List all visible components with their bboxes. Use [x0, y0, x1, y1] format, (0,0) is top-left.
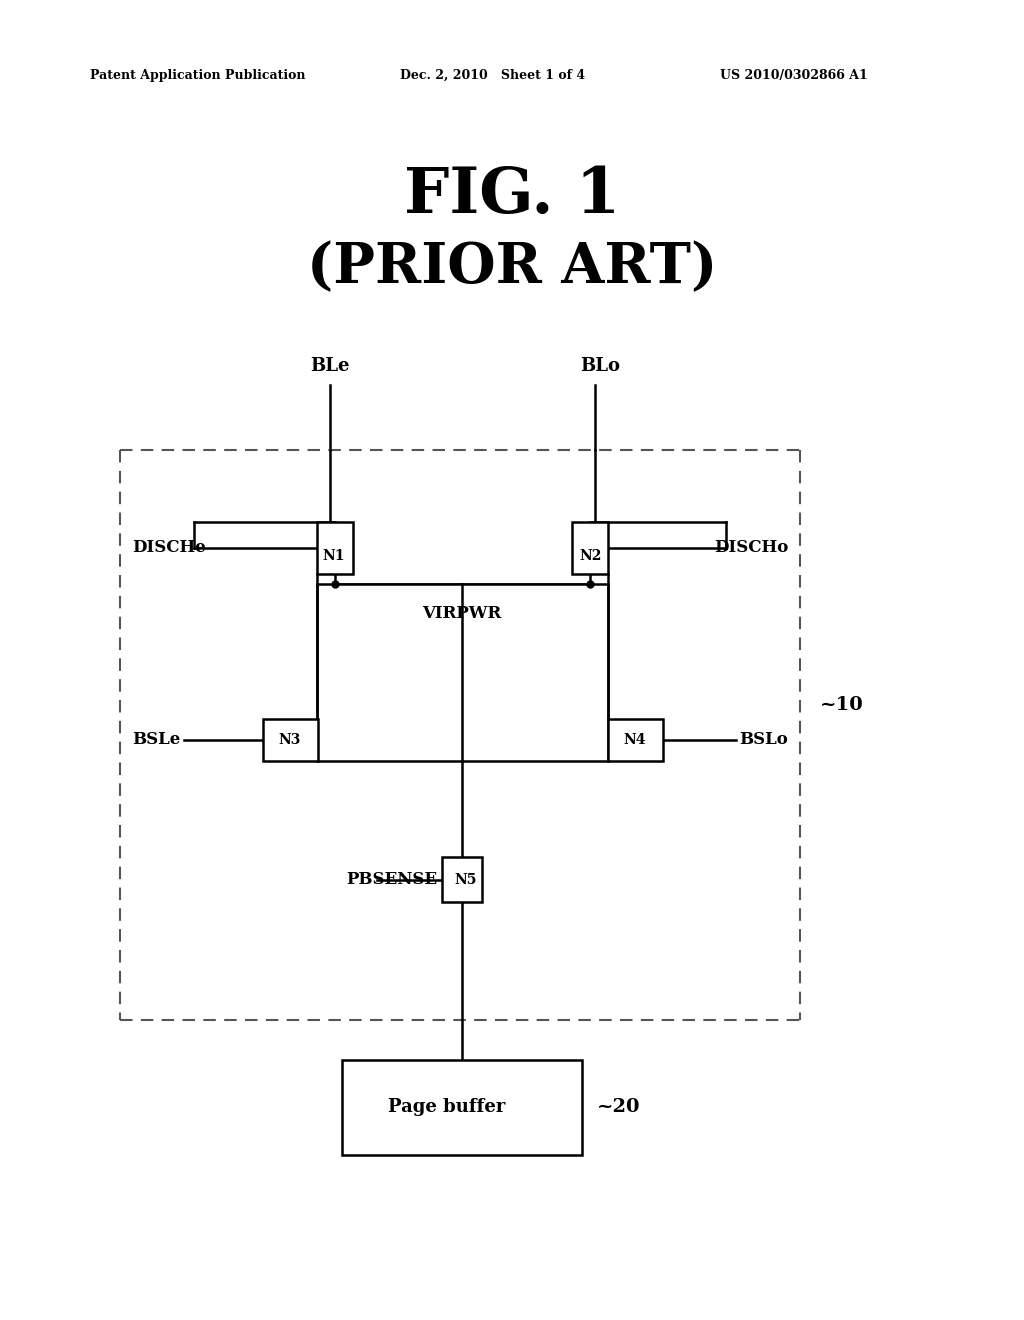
Bar: [342, 1060, 582, 1155]
Bar: [317, 583, 608, 762]
Text: ~10: ~10: [820, 696, 864, 714]
Text: ~20: ~20: [597, 1098, 640, 1115]
Text: Patent Application Publication: Patent Application Publication: [90, 69, 305, 82]
Bar: [442, 857, 482, 902]
Text: US 2010/0302866 A1: US 2010/0302866 A1: [720, 69, 867, 82]
Text: DISCHe: DISCHe: [132, 540, 206, 557]
Text: N3: N3: [279, 733, 301, 747]
Text: N1: N1: [323, 549, 345, 564]
Text: N2: N2: [580, 549, 602, 564]
Text: BLo: BLo: [580, 356, 620, 375]
Bar: [263, 719, 318, 762]
Text: BLe: BLe: [310, 356, 349, 375]
Text: FIG. 1: FIG. 1: [403, 165, 621, 226]
Text: BSLe: BSLe: [132, 731, 180, 748]
Text: N5: N5: [455, 873, 477, 887]
Text: Page buffer: Page buffer: [388, 1098, 506, 1115]
Text: VIRPWR: VIRPWR: [422, 606, 502, 623]
Bar: [572, 521, 608, 574]
Bar: [317, 521, 353, 574]
Bar: [608, 719, 663, 762]
Text: (PRIOR ART): (PRIOR ART): [307, 240, 717, 296]
Text: Dec. 2, 2010   Sheet 1 of 4: Dec. 2, 2010 Sheet 1 of 4: [400, 69, 585, 82]
Text: N4: N4: [624, 733, 646, 747]
Text: DISCHo: DISCHo: [714, 540, 788, 557]
Text: PBSENSE: PBSENSE: [346, 871, 437, 888]
Text: BSLo: BSLo: [739, 731, 788, 748]
